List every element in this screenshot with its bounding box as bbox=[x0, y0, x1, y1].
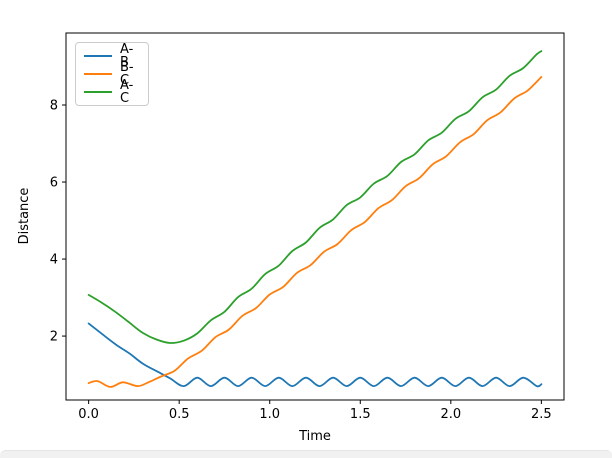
axes-border bbox=[65, 32, 565, 401]
x-tick-label: 2.0 bbox=[440, 407, 461, 422]
legend-line-swatch-ac bbox=[84, 91, 112, 93]
legend-line-swatch-bc bbox=[84, 73, 112, 75]
y-axis-label: Distance bbox=[17, 188, 32, 245]
y-tick-label: 2 bbox=[50, 330, 58, 345]
y-axis-ticks: 2 4 6 8 bbox=[50, 99, 66, 345]
legend-entry: A-C bbox=[84, 79, 140, 105]
x-tick-label: 1.0 bbox=[259, 407, 280, 422]
x-tick-label: 1.5 bbox=[350, 407, 371, 422]
legend-label: A-C bbox=[120, 78, 134, 106]
plot-area bbox=[66, 33, 564, 400]
series-line-a-b bbox=[87, 322, 543, 388]
x-axis-label: Time bbox=[298, 429, 331, 444]
legend-label: B-C bbox=[120, 60, 134, 88]
legend-entry: A-B bbox=[84, 43, 140, 69]
bottom-window-edge bbox=[0, 450, 612, 458]
x-tick-label: 0.0 bbox=[78, 407, 99, 422]
x-axis-ticks: 0.0 0.5 1.0 1.5 2.0 2.5 bbox=[78, 400, 552, 422]
series-group bbox=[87, 50, 543, 388]
y-tick-label: 4 bbox=[50, 253, 58, 268]
legend: A-B B-C A-C bbox=[75, 42, 149, 106]
legend-entry: B-C bbox=[84, 61, 140, 87]
series-line-a-c bbox=[87, 50, 543, 344]
x-tick-label: 0.5 bbox=[169, 407, 190, 422]
legend-line-swatch-ab bbox=[84, 55, 112, 57]
legend-label: A-B bbox=[120, 42, 134, 70]
x-tick-label: 2.5 bbox=[531, 407, 552, 422]
y-tick-label: 8 bbox=[50, 99, 58, 114]
series-line-b-c bbox=[87, 76, 543, 388]
y-tick-label: 6 bbox=[50, 176, 58, 191]
